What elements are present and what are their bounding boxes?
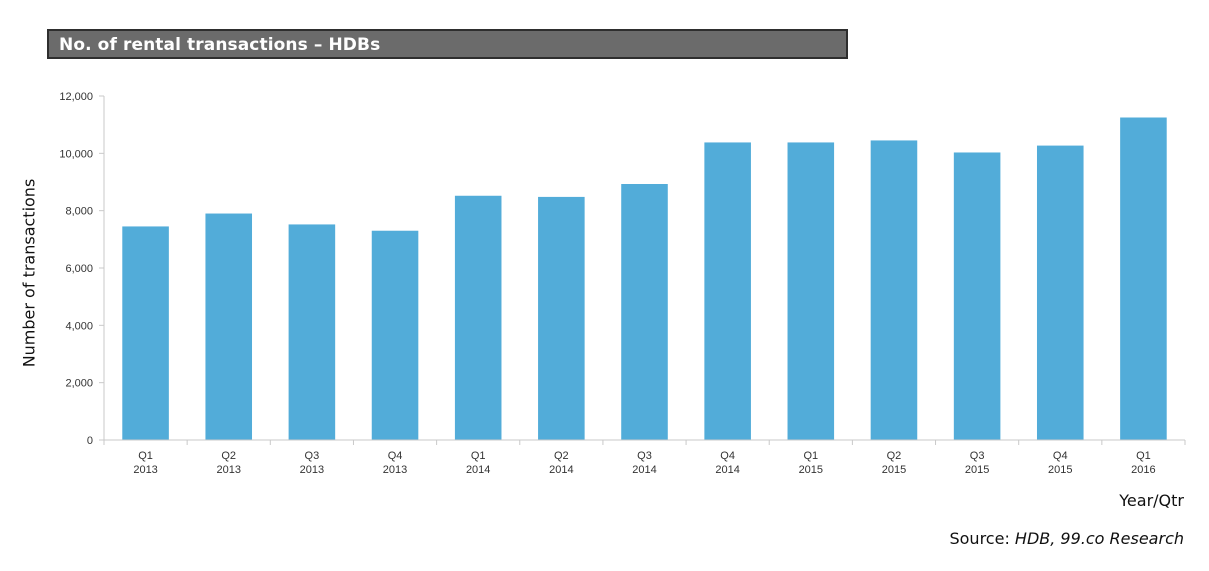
y-axis-title: Number of transactions bbox=[19, 178, 39, 368]
x-tick-label: Q3 2013 bbox=[300, 450, 324, 476]
bar bbox=[1120, 117, 1167, 440]
x-tick-label: Q2 2014 bbox=[549, 450, 573, 476]
x-tick-label: Q4 2015 bbox=[1048, 450, 1072, 476]
bar bbox=[371, 230, 419, 440]
y-tick-label: 8,000 bbox=[65, 206, 93, 218]
source-text: HDB, 99.co Research bbox=[1014, 529, 1184, 548]
bar bbox=[621, 184, 668, 440]
bar bbox=[704, 142, 751, 440]
x-tick-label: Q3 2014 bbox=[632, 450, 656, 476]
x-axis-title: Year/Qtr bbox=[1119, 491, 1184, 510]
x-tick-label: Q1 2014 bbox=[466, 450, 490, 476]
source-label: Source: bbox=[949, 529, 1010, 548]
bar bbox=[122, 226, 169, 440]
y-tick-label: 6,000 bbox=[65, 263, 93, 275]
bar bbox=[870, 140, 918, 440]
bar bbox=[953, 152, 1001, 440]
source-note: Source: HDB, 99.co Research bbox=[949, 529, 1184, 548]
x-tick-label: Q1 2015 bbox=[799, 450, 823, 476]
bar bbox=[288, 224, 336, 440]
bar bbox=[1036, 145, 1084, 441]
x-tick-label: Q1 2013 bbox=[133, 450, 157, 476]
x-tick-label: Q2 2015 bbox=[882, 450, 906, 476]
bar bbox=[454, 195, 502, 440]
x-tick-label: Q4 2013 bbox=[383, 450, 407, 476]
bar bbox=[205, 213, 253, 440]
x-tick-label: Q2 2013 bbox=[216, 450, 240, 476]
x-tick-label: Q1 2016 bbox=[1131, 450, 1155, 476]
x-tick-label: Q3 2015 bbox=[965, 450, 989, 476]
x-tick-label: Q4 2014 bbox=[715, 450, 739, 476]
y-tick-label: 2,000 bbox=[65, 378, 93, 390]
chart-title-bar: No. of rental transactions – HDBs bbox=[47, 29, 848, 59]
y-tick-label: 12,000 bbox=[59, 91, 93, 103]
y-tick-label: 4,000 bbox=[65, 320, 93, 332]
bar bbox=[787, 142, 835, 440]
y-tick-label: 0 bbox=[87, 435, 93, 447]
bar bbox=[538, 196, 585, 440]
y-tick-label: 10,000 bbox=[59, 148, 93, 160]
chart-title: No. of rental transactions – HDBs bbox=[59, 35, 381, 55]
